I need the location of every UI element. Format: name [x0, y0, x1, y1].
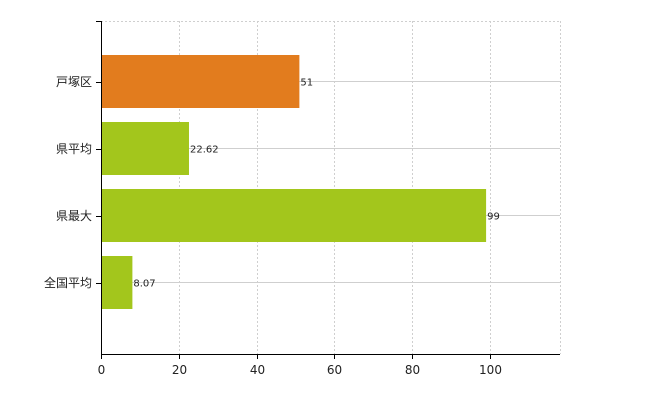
bar-value-label: 51: [300, 78, 313, 89]
bar-value-label: 8.07: [133, 279, 155, 290]
axes: [96, 21, 560, 359]
labels: 51 戸塚区 22.62 県平均 99 県最大 8.07 全国平均 0 20 40 60 80 100: [44, 75, 502, 377]
x-tick-label: 100: [479, 363, 502, 377]
bars: [102, 55, 487, 309]
bar: [102, 122, 189, 175]
x-tick-label: 40: [250, 363, 265, 377]
category-label: 全国平均: [44, 275, 92, 290]
x-tick-label: 60: [327, 363, 342, 377]
category-label: 県最大: [56, 209, 92, 223]
category-label: 県平均: [56, 142, 92, 156]
x-tick-label: 0: [98, 363, 106, 377]
bar-value-label: 22.62: [190, 145, 219, 156]
category-label: 戸塚区: [56, 75, 92, 89]
bar: [102, 256, 133, 309]
x-tick-label: 20: [172, 363, 187, 377]
x-tick-label: 80: [405, 363, 420, 377]
bar: [102, 189, 487, 242]
bar: [102, 55, 300, 108]
bar-value-label: 99: [487, 212, 500, 223]
